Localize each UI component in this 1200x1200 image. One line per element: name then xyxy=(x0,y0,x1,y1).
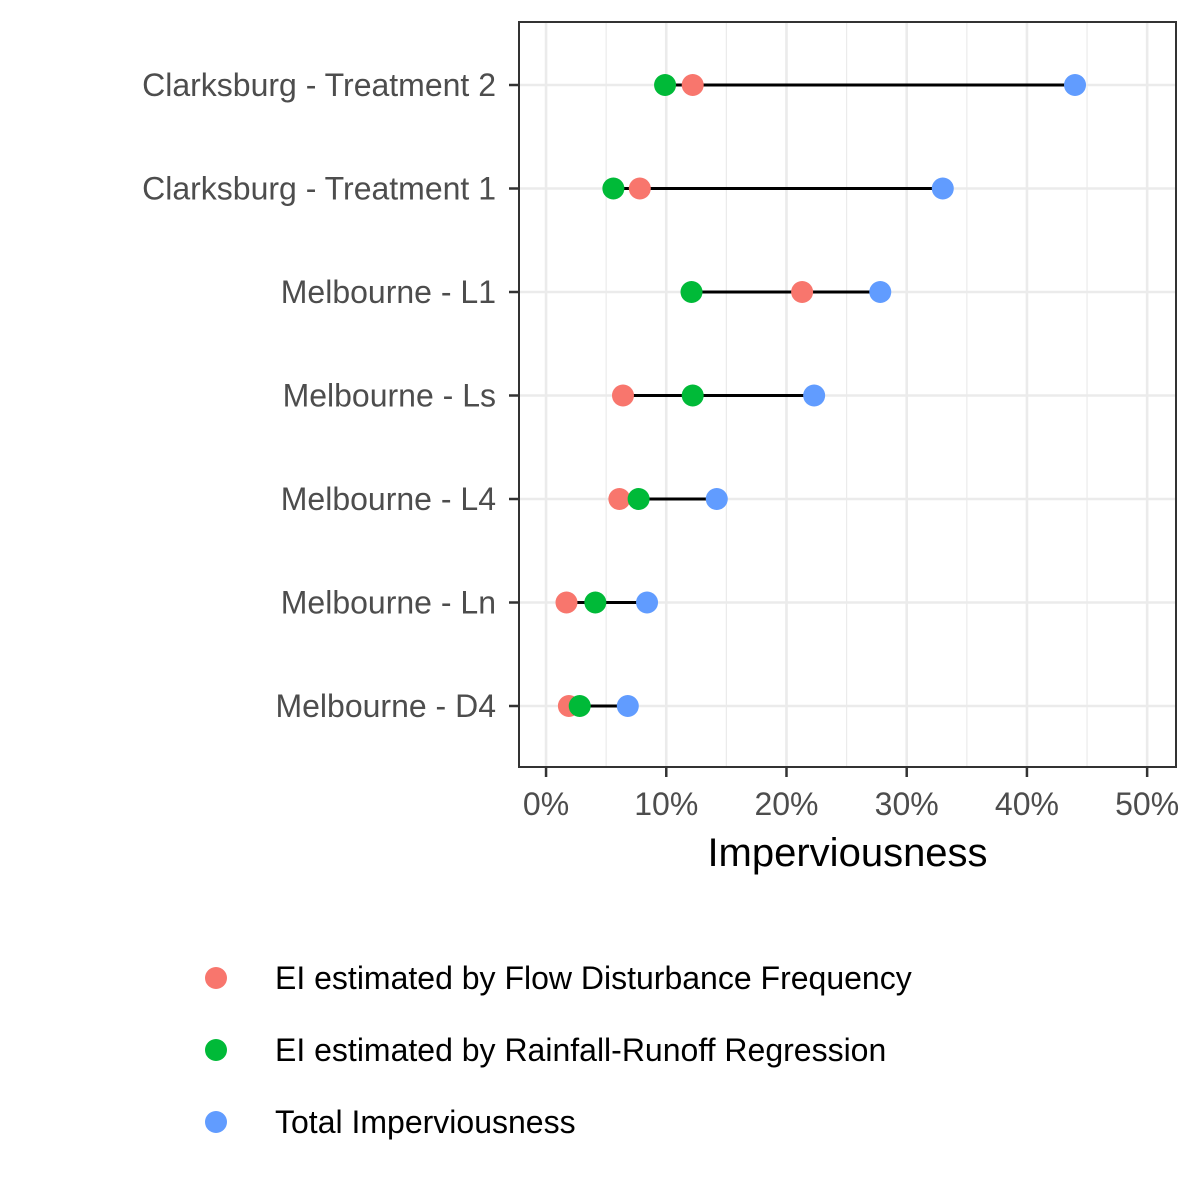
y-axis: Clarksburg - Treatment 2 Clarksburg - Tre… xyxy=(142,67,519,724)
x-tick-label: 10% xyxy=(634,786,698,822)
x-tick-label: 0% xyxy=(523,786,569,822)
data-point xyxy=(608,488,631,510)
x-axis: 0% 10% 20% 30% 40% 50% xyxy=(523,767,1179,822)
data-point xyxy=(705,488,728,510)
legend-label: EI estimated by Flow Disturbance Frequen… xyxy=(275,960,912,996)
data-point xyxy=(654,74,677,96)
legend-key xyxy=(205,1039,227,1061)
y-tick-label: Clarksburg - Treatment 1 xyxy=(142,171,496,207)
data-point xyxy=(803,384,826,407)
data-point xyxy=(791,281,814,303)
data-point xyxy=(616,695,639,717)
x-tick-label: 30% xyxy=(875,786,939,822)
y-tick-label: Melbourne - Ln xyxy=(281,585,496,621)
y-tick-label: Melbourne - L1 xyxy=(281,274,496,310)
data-point xyxy=(680,281,703,303)
data-point xyxy=(681,74,704,96)
data-point xyxy=(628,177,651,200)
data-point xyxy=(627,488,650,510)
legend-label: Total Imperviousness xyxy=(275,1104,576,1140)
y-tick-label: Melbourne - D4 xyxy=(275,688,496,724)
data-point xyxy=(611,384,634,407)
x-tick-label: 20% xyxy=(754,786,818,822)
legend-key xyxy=(205,967,227,989)
data-point xyxy=(1064,74,1087,96)
legend-key xyxy=(205,1111,227,1133)
x-axis-title: Imperviousness xyxy=(707,831,987,875)
data-point xyxy=(681,384,704,407)
data-point xyxy=(568,695,591,717)
legend: EI estimated by Flow Disturbance Frequen… xyxy=(205,960,912,1140)
data-point xyxy=(636,591,659,614)
x-tick-label: 50% xyxy=(1115,786,1179,822)
y-tick-label: Melbourne - Ls xyxy=(283,378,496,414)
dumbbell-segments xyxy=(566,83,1076,708)
y-tick-label: Melbourne - L4 xyxy=(281,481,496,517)
y-tick-label: Clarksburg - Treatment 2 xyxy=(142,67,496,103)
data-point xyxy=(602,177,625,200)
data-point xyxy=(931,177,954,200)
x-tick-label: 40% xyxy=(995,786,1059,822)
data-point xyxy=(584,591,607,614)
data-point xyxy=(869,281,892,303)
legend-label: EI estimated by Rainfall-Runoff Regressi… xyxy=(275,1032,886,1068)
data-points xyxy=(555,74,1087,717)
data-point xyxy=(555,591,578,614)
